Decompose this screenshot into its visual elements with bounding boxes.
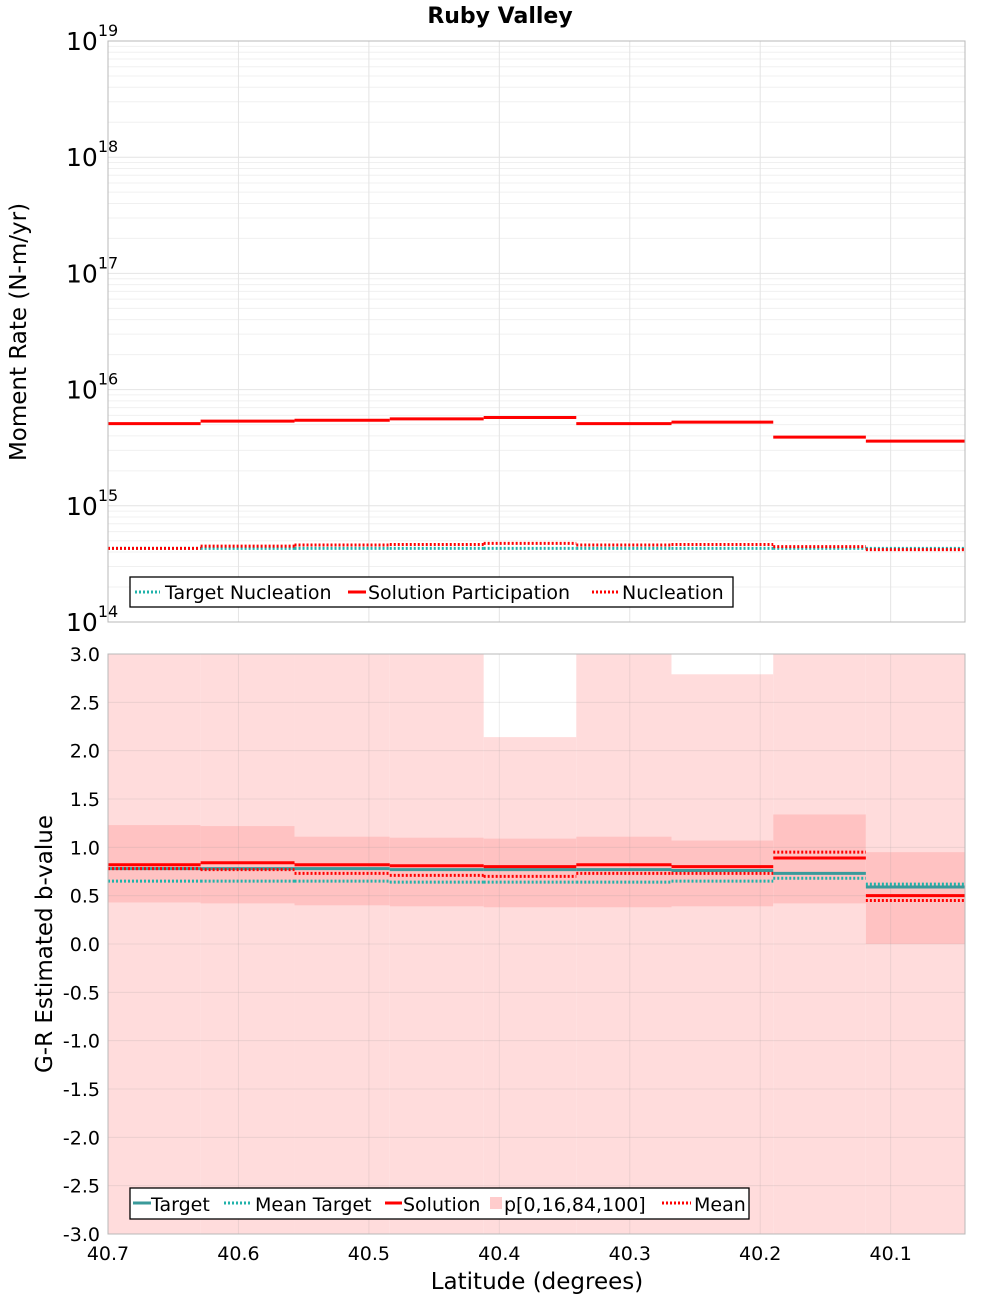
top-grid xyxy=(107,40,965,623)
x-tick-label: 40.5 xyxy=(348,1243,390,1265)
bottom-y-tick-label: 2.5 xyxy=(70,692,100,714)
band-p16-p84 xyxy=(865,852,965,944)
band-p16-p84 xyxy=(389,837,484,907)
x-tick-label: 40.6 xyxy=(217,1243,259,1265)
bottom-y-tick-label: -2.0 xyxy=(63,1127,100,1149)
legend-label-solution-participation: Solution Participation xyxy=(368,582,570,604)
x-tick-label: 40.3 xyxy=(609,1243,651,1265)
top-y-tick-label: 1014 xyxy=(66,602,118,637)
bottom-y-tick-label: -1.0 xyxy=(63,1031,100,1053)
bottom-y-tick-label: -1.5 xyxy=(63,1079,100,1101)
top-plot-frame xyxy=(107,40,966,623)
bottom-y-tick-label: 3.0 xyxy=(70,644,100,666)
b-value-panel: 3.0 2.5 2.0 1.5 1.0 0.5 0.0 -0.5 -1.0 -1.5 -2.0 -2.… xyxy=(32,644,966,1295)
band-p0-p100 xyxy=(773,654,866,1234)
band-p0-p100 xyxy=(576,654,672,1234)
bottom-y-tick-label: 2.0 xyxy=(70,741,100,763)
band-p0-p100 xyxy=(108,654,201,1234)
band-p0-p100 xyxy=(294,654,390,1234)
bottom-y-tick-label: 1.5 xyxy=(70,789,100,811)
x-tick-label: 40.7 xyxy=(87,1243,129,1265)
band-p0-p100 xyxy=(200,654,295,1234)
chart-title: Ruby Valley xyxy=(427,4,572,29)
legend-label-percentile-band: p[0,16,84,100] xyxy=(504,1194,646,1216)
band-p0-p100 xyxy=(483,737,577,1234)
bottom-y-tick-label: -3.0 xyxy=(63,1224,100,1246)
top-series xyxy=(108,416,965,552)
legend-swatch-percentile-band xyxy=(490,1197,502,1209)
x-tick-label: 40.1 xyxy=(869,1243,911,1265)
bottom-y-tick-label: 0.0 xyxy=(70,934,100,956)
bottom-y-ticks: 3.0 2.5 2.0 1.5 1.0 0.5 0.0 -0.5 -1.0 -1.5 -2.0 -2.… xyxy=(63,644,100,1246)
bottom-plot-frame xyxy=(107,653,966,1235)
x-axis-label: Latitude (degrees) xyxy=(431,1269,644,1295)
bottom-y-tick-label: 0.5 xyxy=(70,886,100,908)
top-y-tick-label: 1016 xyxy=(66,370,118,405)
legend-label-solution: Solution xyxy=(403,1194,480,1216)
bottom-legend: Target Mean Target Solution p[0,16,84,10… xyxy=(129,1187,750,1220)
band-p16-p84 xyxy=(483,838,577,908)
top-y-tick-label: 1017 xyxy=(66,253,118,288)
top-y-tick-label: 1018 xyxy=(66,137,118,172)
top-y-tick-label: 1015 xyxy=(66,486,118,521)
bottom-y-tick-label: -2.5 xyxy=(63,1176,100,1198)
band-p16-p84 xyxy=(200,826,295,904)
bottom-series xyxy=(108,850,965,902)
legend-label-nucleation: Nucleation xyxy=(622,582,724,604)
legend-label-target-nucleation: Target Nucleation xyxy=(164,582,332,604)
bottom-y-axis-label: G-R Estimated b-value xyxy=(32,815,58,1073)
top-legend: Target Nucleation Solution Participation… xyxy=(129,576,734,608)
x-ticks: 40.7 40.6 40.5 40.4 40.3 40.2 40.1 xyxy=(87,1243,912,1265)
legend-label-target: Target xyxy=(150,1194,210,1216)
top-y-ticks: 1014 1015 1016 1017 1018 1019 xyxy=(66,21,118,637)
band-p0-p100 xyxy=(671,674,774,1234)
bottom-y-tick-label: -0.5 xyxy=(63,982,100,1004)
bottom-y-tick-label: 1.0 xyxy=(70,837,100,859)
band-p0-p100 xyxy=(389,654,484,1234)
x-tick-label: 40.2 xyxy=(739,1243,781,1265)
band-p16-p84 xyxy=(671,840,774,907)
top-legend-box xyxy=(129,576,734,608)
legend-label-mean: Mean xyxy=(694,1194,746,1216)
top-y-tick-label: 1019 xyxy=(66,21,118,56)
moment-rate-panel: 1014 1015 1016 1017 1018 1019 Moment Rate (N-… xyxy=(6,21,966,637)
band-p16-p84 xyxy=(294,836,390,906)
band-p16-p84 xyxy=(576,836,672,908)
legend-label-mean-target: Mean Target xyxy=(255,1194,372,1216)
x-tick-label: 40.4 xyxy=(478,1243,520,1265)
top-y-axis-label: Moment Rate (N-m/yr) xyxy=(6,203,32,461)
